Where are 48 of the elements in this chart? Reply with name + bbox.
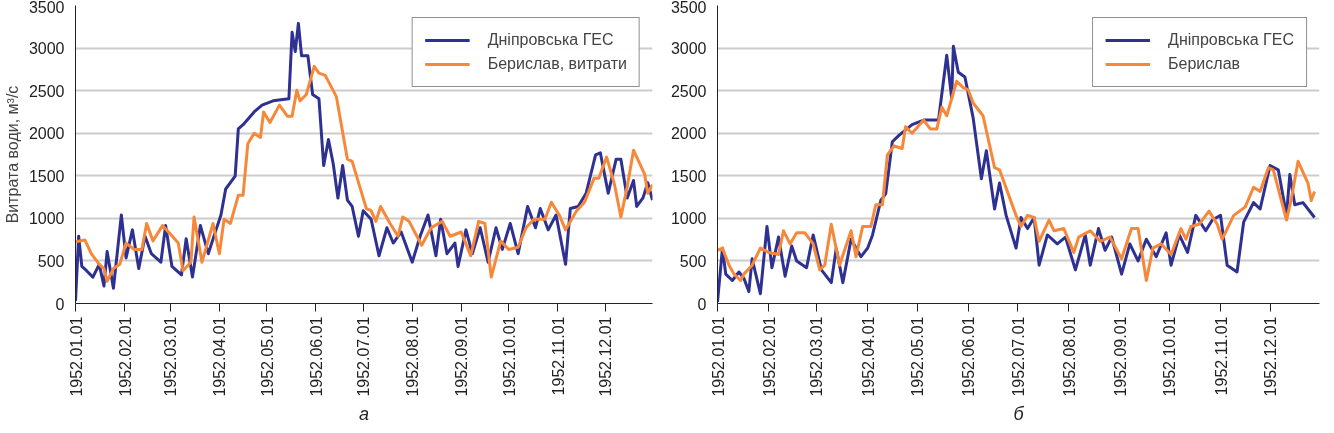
x-tick-label: 1952.06.01	[307, 316, 325, 397]
x-tick-label: 1952.08.01	[1060, 316, 1078, 397]
y-tick-label: 3000	[670, 40, 707, 58]
y-tick-label: 0	[55, 295, 65, 313]
y-tick-label: 2000	[670, 125, 707, 143]
x-tick-label: 1952.07.01	[1009, 316, 1027, 397]
y-tick-label: 3000	[28, 40, 65, 58]
x-tick-label: 1952.03.01	[162, 316, 180, 397]
x-tick-label: 1952.10.01	[500, 316, 518, 397]
y-tick-label: 1000	[28, 210, 65, 228]
x-tick-label: 1952.04.01	[211, 316, 229, 397]
x-tick-label: 1952.07.01	[355, 316, 373, 397]
x-tick-label: 1952.11.01	[549, 316, 567, 396]
x-tick-label: 1952.12.01	[1262, 316, 1280, 397]
x-tick-label: 1952.01.01	[67, 316, 85, 397]
line-series	[717, 79, 1317, 283]
y-tick-label: 2500	[670, 82, 707, 100]
y-tick-label: 500	[37, 252, 65, 270]
legend-label: Дніпровська ГЕС	[487, 31, 614, 49]
x-tick-label: 1952.02.01	[760, 316, 778, 397]
x-tick-label: 1952.08.01	[404, 316, 422, 397]
y-tick-label: 1500	[670, 167, 707, 185]
y-tick-label: 500	[679, 252, 707, 270]
x-tick-label: 1952.11.01	[1212, 316, 1230, 396]
x-tick-label: 1952.02.01	[116, 316, 134, 397]
legend-label: Берислав, витрати	[487, 55, 627, 73]
x-tick-label: 1952.05.01	[909, 316, 927, 397]
y-axis-title: Витрата води, м³/с	[3, 85, 21, 224]
y-tick-label: 3500	[670, 0, 707, 16]
y-tick-label: 2000	[28, 125, 65, 143]
x-tick-label: 1952.03.01	[808, 316, 826, 397]
legend-label: Дніпровська ГЕС	[1168, 31, 1294, 49]
y-tick-label: 1500	[28, 167, 65, 185]
y-tick-label: 3500	[28, 0, 65, 16]
text: а	[358, 403, 370, 424]
y-tick-label: 1000	[670, 210, 707, 228]
x-tick-label: 1952.12.01	[597, 316, 615, 397]
x-tick-label: 1952.01.01	[709, 316, 727, 397]
y-tick-label: 2500	[28, 82, 65, 100]
x-tick-label: 1952.05.01	[258, 316, 276, 397]
text: б	[1013, 403, 1025, 424]
x-tick-label: 1952.06.01	[960, 316, 978, 397]
legend-label: Берислав	[1168, 55, 1241, 73]
y-tick-label: 0	[697, 295, 707, 313]
x-tick-label: 1952.09.01	[1111, 316, 1129, 397]
x-tick-label: 1952.10.01	[1161, 316, 1179, 397]
x-tick-label: 1952.09.01	[453, 316, 471, 397]
x-tick-label: 1952.04.01	[859, 316, 877, 397]
